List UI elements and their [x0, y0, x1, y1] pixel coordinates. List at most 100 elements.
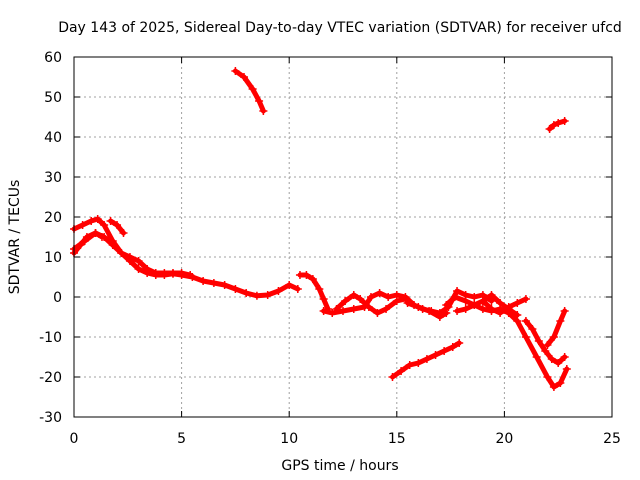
data-point	[134, 257, 143, 265]
series-track-1	[71, 230, 301, 299]
data-point	[556, 379, 565, 387]
data-point	[554, 359, 563, 367]
data-point	[543, 373, 552, 381]
series-track-15	[390, 340, 462, 380]
data-point	[504, 303, 513, 311]
y-tick-label: -10	[39, 330, 62, 346]
data-point	[403, 299, 412, 307]
data-point	[453, 287, 462, 295]
data-point	[151, 269, 160, 277]
data-point	[199, 277, 208, 285]
data-point	[461, 305, 470, 313]
data-point	[168, 269, 177, 277]
data-point	[373, 309, 382, 317]
x-tick-label: 10	[280, 431, 298, 447]
data-point	[549, 121, 558, 129]
data-point	[442, 309, 451, 317]
data-point	[341, 297, 350, 305]
data-point	[285, 281, 294, 289]
data-point	[375, 289, 384, 297]
data-point	[134, 265, 143, 273]
x-tick-label: 0	[70, 431, 79, 447]
data-point	[405, 361, 414, 369]
data-point	[356, 295, 365, 303]
y-tick-label: 10	[44, 250, 62, 266]
y-tick-label: 60	[44, 50, 62, 66]
data-series	[70, 67, 571, 391]
data-point	[248, 85, 257, 93]
y-axis-label: SDTVAR / TECUs	[7, 180, 23, 295]
data-point	[315, 285, 324, 293]
y-tick-label: -20	[39, 370, 62, 386]
y-tick-label: -30	[39, 410, 62, 426]
y-tick-label: 40	[44, 130, 62, 146]
data-point	[513, 311, 522, 319]
data-point	[319, 307, 328, 315]
data-point	[349, 291, 358, 299]
data-point	[231, 67, 240, 75]
data-point	[549, 383, 558, 391]
data-point	[513, 299, 522, 307]
data-point	[470, 301, 479, 309]
plot-frame	[73, 56, 613, 418]
data-point	[209, 279, 218, 287]
x-tick-label: 25	[603, 431, 621, 447]
data-point	[117, 249, 126, 257]
data-point	[496, 299, 505, 307]
data-point	[177, 269, 186, 277]
data-point	[106, 217, 115, 225]
data-point	[392, 297, 401, 305]
data-point	[435, 313, 444, 321]
data-point	[328, 309, 337, 317]
data-point	[453, 307, 462, 315]
data-point	[414, 359, 423, 367]
grid	[74, 57, 612, 417]
data-point	[100, 221, 109, 229]
data-point	[302, 271, 311, 279]
x-axis-label: GPS time / hours	[281, 458, 398, 474]
data-point	[308, 275, 317, 283]
data-point	[534, 337, 543, 345]
data-point	[532, 353, 541, 361]
data-point	[82, 233, 91, 241]
data-point	[450, 293, 459, 301]
data-point	[442, 301, 451, 309]
data-point	[319, 295, 328, 303]
data-point	[397, 367, 406, 375]
data-point	[87, 217, 96, 225]
data-point	[259, 107, 268, 115]
data-point	[496, 309, 505, 317]
data-point	[487, 291, 496, 299]
data-point	[143, 265, 152, 273]
data-point	[431, 351, 440, 359]
data-point	[293, 285, 302, 293]
data-point	[113, 221, 122, 229]
data-point	[543, 341, 552, 349]
data-point	[76, 241, 85, 249]
data-point	[220, 281, 229, 289]
data-point	[125, 253, 134, 261]
x-tick-label: 15	[388, 431, 406, 447]
y-tick-label: 0	[53, 290, 62, 306]
data-point	[478, 305, 487, 313]
data-point	[382, 305, 391, 313]
data-point	[422, 355, 431, 363]
data-point	[560, 117, 569, 125]
data-point	[440, 347, 449, 355]
data-point	[455, 339, 464, 347]
data-point	[556, 317, 565, 325]
data-point	[541, 347, 550, 355]
data-point	[384, 293, 393, 301]
series-track-14	[544, 308, 568, 348]
data-point	[97, 233, 106, 241]
data-point	[425, 307, 434, 315]
data-point	[478, 297, 487, 305]
data-point	[547, 355, 556, 363]
data-point	[545, 125, 554, 133]
data-point	[448, 343, 457, 351]
data-point	[263, 291, 272, 299]
data-point	[231, 285, 240, 293]
y-tick-label: 50	[44, 90, 62, 106]
data-point	[521, 317, 530, 325]
